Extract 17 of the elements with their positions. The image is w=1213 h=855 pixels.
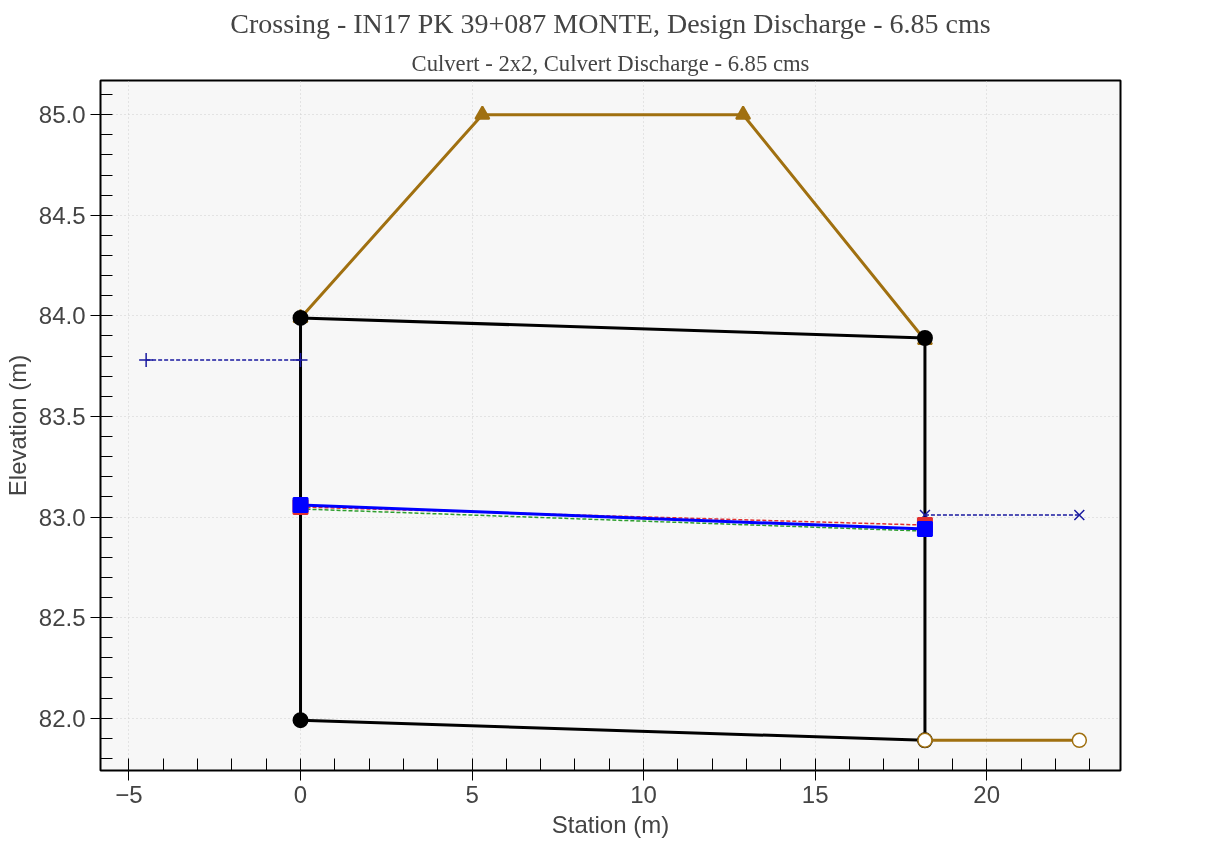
x-tick-label: 0 xyxy=(293,780,308,808)
y-tick-label: 82.5 xyxy=(38,604,86,632)
x-tick-label: 20 xyxy=(973,780,1001,808)
x-axis-title: Station (m) xyxy=(551,810,670,838)
x-tick-label: −5 xyxy=(115,780,143,808)
y-tick-label: 83.0 xyxy=(38,503,86,531)
chart-title: Crossing - IN17 PK 39+087 MONTE, Design Discharge - 6.85 cms xyxy=(230,7,991,39)
x-tick-label: 5 xyxy=(465,780,479,808)
x-tick-label: 15 xyxy=(801,780,829,808)
chart-subtitle: Culvert - 2x2, Culvert Discharge - 6.85 cms xyxy=(411,50,810,76)
x-tick-label: 10 xyxy=(630,780,657,808)
y-tick-label: 83.5 xyxy=(38,402,86,430)
y-axis-title: Elevation (m) xyxy=(3,354,31,497)
y-tick-label: 85.0 xyxy=(38,101,86,129)
y-tick-label: 84.0 xyxy=(38,302,86,330)
y-tick-label: 84.5 xyxy=(38,201,86,229)
y-tick-label: 82.0 xyxy=(38,704,86,732)
